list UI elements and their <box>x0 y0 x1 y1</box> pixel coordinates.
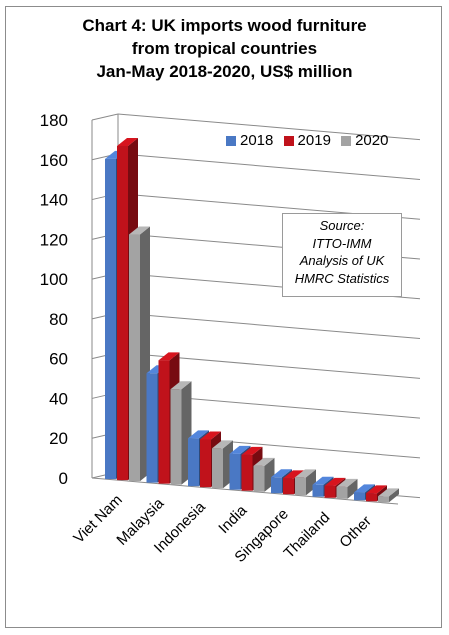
source-line-2: ITTO-IMM <box>312 235 372 251</box>
legend-swatch-2020 <box>341 136 352 146</box>
legend-swatch-2018 <box>226 136 236 146</box>
legend-item-2018: 2018 <box>226 132 273 149</box>
gridline-160 <box>117 153 421 180</box>
chart-title: Chart 4: UK imports wood furniture from … <box>0 14 449 83</box>
chart-title-line-3: Jan-May 2018-2020, US$ million <box>96 62 353 81</box>
gridline-180 <box>117 113 421 141</box>
chart-frame <box>5 6 442 628</box>
legend-label-2018: 2018 <box>240 132 274 149</box>
y-tick-label: 0 <box>59 469 68 488</box>
y-tick-label: 160 <box>40 151 68 170</box>
y-tick-label: 20 <box>49 429 68 448</box>
source-line-1: Source: <box>319 218 365 233</box>
legend-item-2019: 2019 <box>283 132 331 149</box>
y-tick-label: 140 <box>40 191 68 210</box>
legend-label-2020: 2020 <box>355 132 389 149</box>
y-tick-label: 40 <box>49 389 68 408</box>
legend-swatch-2019 <box>283 136 294 146</box>
legend: 2018 2019 2020 <box>226 132 394 149</box>
x-tick-label: India <box>215 502 250 537</box>
legend-item-2020: 2020 <box>341 132 388 149</box>
y-tick-label: 80 <box>49 310 68 329</box>
source-line-4: HMRC Statistics <box>294 270 390 286</box>
chart-title-line-1: Chart 4: UK imports wood furniture <box>82 16 367 35</box>
legend-label-2019: 2019 <box>297 132 331 149</box>
chart-title-line-2: from tropical countries <box>131 39 318 58</box>
y-tick-label: 120 <box>40 230 68 249</box>
gridline-side-180 <box>91 113 119 121</box>
x-axis-line <box>91 477 399 505</box>
bar-2020-other <box>378 488 399 503</box>
x-tick-label: Other <box>336 513 375 552</box>
bar-2020-thailand <box>336 478 358 499</box>
bars <box>105 137 399 503</box>
y-tick-label: 100 <box>40 270 68 289</box>
source-line-3: Analysis of UK <box>299 253 385 268</box>
y-axis-tick-labels: 0 20 40 60 80 100 120 140 160 180 <box>40 111 68 488</box>
y-tick-label: 180 <box>40 111 68 130</box>
source-annotation: Source: ITTO-IMM Analysis of UK HMRC Sta… <box>282 213 402 297</box>
y-tick-label: 60 <box>49 350 68 369</box>
gridline-80 <box>117 312 421 340</box>
